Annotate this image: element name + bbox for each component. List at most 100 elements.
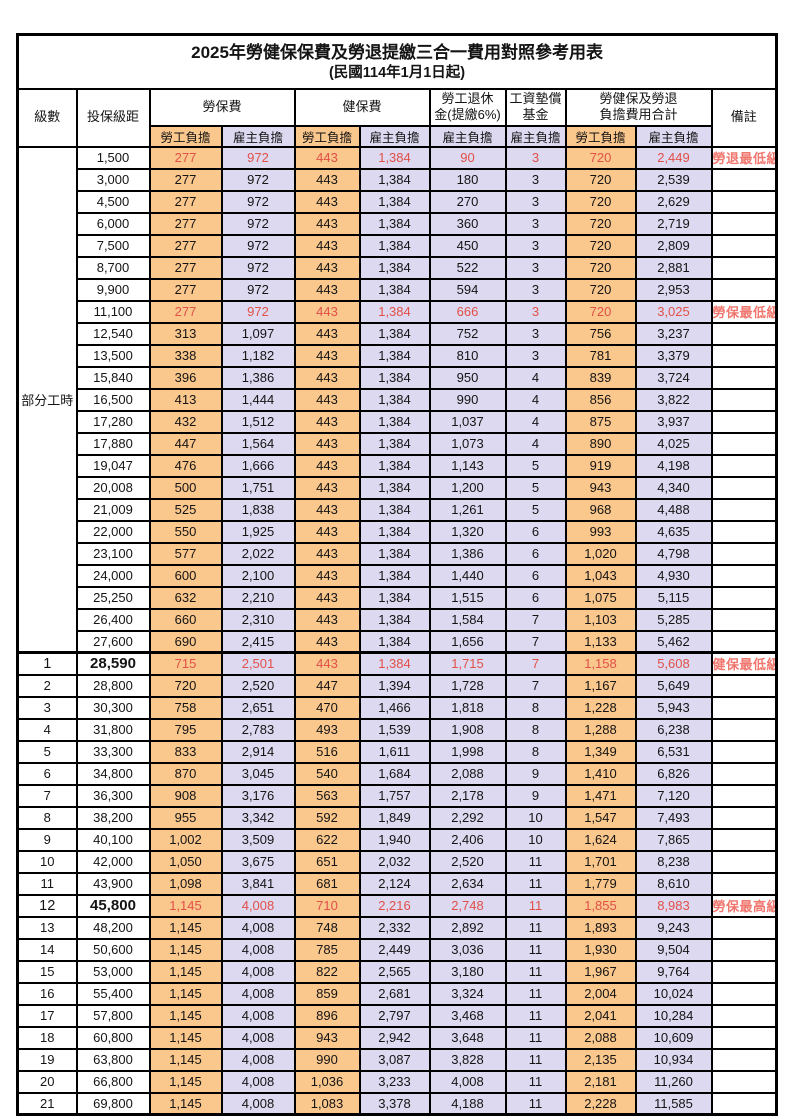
wage-fund-employer-cell: 3 <box>504 167 567 192</box>
col-header-level: 級數 <box>16 87 78 148</box>
health-employer-cell: 1,384 <box>358 167 431 192</box>
health-employer-cell: 1,384 <box>358 387 431 412</box>
total-line2: 負擔費用合計 <box>599 107 678 122</box>
labor-employer-cell: 972 <box>220 277 296 302</box>
health-employer-cell: 1,384 <box>358 497 431 522</box>
wage-fund-line1: 工資墊償 <box>509 90 562 106</box>
labor-employer-cell: 1,444 <box>220 387 296 412</box>
health-employee-cell: 1,036 <box>293 1069 361 1094</box>
pension-employer-cell: 1,143 <box>428 453 507 478</box>
level-cell: 1 <box>16 651 78 676</box>
total-employee-cell: 1,075 <box>564 585 637 610</box>
table-row: 10 42,000 1,050 3,675 651 2,032 2,520 11… <box>16 849 778 874</box>
bracket-cell: 60,800 <box>75 1025 151 1050</box>
health-employee-cell: 651 <box>293 849 361 874</box>
labor-employer-cell: 1,838 <box>220 497 296 522</box>
page-title: 2025年勞健保保費及勞退提繳三合一費用對照參考用表 <box>191 43 603 63</box>
table-row: 20 66,800 1,145 4,008 1,036 3,233 4,008 … <box>16 1069 778 1094</box>
labor-employee-cell: 955 <box>148 805 223 830</box>
labor-employee-cell: 277 <box>148 167 223 192</box>
total-employer-cell: 4,198 <box>634 453 713 478</box>
col-header-pension: 勞工退休 金(提繳6%) <box>428 87 507 127</box>
note-cell <box>710 871 778 896</box>
table-row: 16,500 413 1,444 443 1,384 990 4 856 3,8… <box>18 387 778 412</box>
total-employee-cell: 781 <box>564 343 637 368</box>
labor-employer-cell: 972 <box>220 233 296 258</box>
col-header-health-insurance: 健保費 <box>293 87 431 127</box>
pension-employer-cell: 990 <box>428 387 507 412</box>
pension-employer-cell: 1,073 <box>428 431 507 456</box>
level-cell: 6 <box>16 761 78 786</box>
bracket-cell: 40,100 <box>75 827 151 852</box>
col-header-total: 勞健保及勞退 負擔費用合計 <box>564 87 713 127</box>
note-cell <box>710 233 778 258</box>
subheader-pension-employer: 雇主負擔 <box>428 124 507 148</box>
labor-employee-cell: 277 <box>148 299 223 324</box>
note-cell <box>710 365 778 390</box>
pension-line1: 勞工退休 <box>441 90 494 106</box>
labor-employer-cell: 4,008 <box>220 1003 296 1028</box>
wage-fund-employer-cell: 10 <box>504 827 567 852</box>
table-row: 12,540 313 1,097 443 1,384 752 3 756 3,2… <box>18 321 778 346</box>
note-cell <box>710 673 778 698</box>
total-employee-cell: 1,779 <box>564 871 637 896</box>
labor-employer-cell: 4,008 <box>220 893 296 918</box>
health-employee-cell: 443 <box>293 387 361 412</box>
labor-employee-cell: 277 <box>148 255 223 280</box>
labor-employer-cell: 4,008 <box>220 1047 296 1072</box>
total-employer-cell: 5,285 <box>634 607 713 632</box>
bracket-cell: 69,800 <box>75 1091 151 1116</box>
labor-employer-cell: 3,509 <box>220 827 296 852</box>
total-employer-cell: 9,243 <box>634 915 713 940</box>
bracket-cell: 50,600 <box>75 937 151 962</box>
note-cell <box>710 1003 778 1028</box>
total-employer-cell: 4,798 <box>634 541 713 566</box>
health-employee-cell: 447 <box>293 673 361 698</box>
total-employee-cell: 2,228 <box>564 1091 637 1116</box>
total-employee-cell: 1,349 <box>564 739 637 764</box>
bracket-cell: 12,540 <box>75 321 151 346</box>
note-cell <box>710 277 778 302</box>
table-row: 2 28,800 720 2,520 447 1,394 1,728 7 1,1… <box>16 673 778 698</box>
labor-employee-cell: 795 <box>148 717 223 742</box>
total-employee-cell: 720 <box>564 211 637 236</box>
labor-employer-cell: 4,008 <box>220 959 296 984</box>
total-employer-cell: 6,826 <box>634 761 713 786</box>
bracket-cell: 6,000 <box>75 211 151 236</box>
total-employee-cell: 943 <box>564 475 637 500</box>
wage-fund-employer-cell: 11 <box>504 1069 567 1094</box>
bracket-cell: 1,500 <box>75 145 151 170</box>
health-employer-cell: 1,539 <box>358 717 431 742</box>
labor-employer-cell: 2,310 <box>220 607 296 632</box>
wage-fund-employer-cell: 11 <box>504 981 567 1006</box>
table-row: 4 31,800 795 2,783 493 1,539 1,908 8 1,2… <box>16 717 778 742</box>
labor-employee-cell: 1,145 <box>148 893 223 918</box>
total-employer-cell: 2,629 <box>634 189 713 214</box>
total-employee-cell: 720 <box>564 277 637 302</box>
bracket-cell: 28,800 <box>75 673 151 698</box>
health-employer-cell: 1,384 <box>358 475 431 500</box>
table-row: 20,008 500 1,751 443 1,384 1,200 5 943 4… <box>18 475 778 500</box>
health-employee-cell: 443 <box>293 321 361 346</box>
total-employee-cell: 2,088 <box>564 1025 637 1050</box>
table-row: 4,500 277 972 443 1,384 270 3 720 2,629 <box>18 189 778 214</box>
bracket-cell: 25,250 <box>75 585 151 610</box>
bracket-cell: 63,800 <box>75 1047 151 1072</box>
bracket-cell: 28,590 <box>75 651 151 676</box>
total-employer-cell: 10,934 <box>634 1047 713 1072</box>
subheader-health-employee: 勞工負擔 <box>293 124 361 148</box>
bracket-cell: 19,047 <box>75 453 151 478</box>
health-employee-cell: 443 <box>293 255 361 280</box>
bracket-cell: 21,009 <box>75 497 151 522</box>
wage-fund-employer-cell: 9 <box>504 761 567 786</box>
wage-fund-employer-cell: 7 <box>504 673 567 698</box>
table-row: 19 63,800 1,145 4,008 990 3,087 3,828 11… <box>16 1047 778 1072</box>
note-cell <box>710 937 778 962</box>
total-employer-cell: 8,238 <box>634 849 713 874</box>
wage-fund-employer-cell: 8 <box>504 739 567 764</box>
total-employer-cell: 4,340 <box>634 475 713 500</box>
level-cell: 20 <box>16 1069 78 1094</box>
note-cell <box>710 783 778 808</box>
note-cell <box>710 189 778 214</box>
total-employer-cell: 3,822 <box>634 387 713 412</box>
